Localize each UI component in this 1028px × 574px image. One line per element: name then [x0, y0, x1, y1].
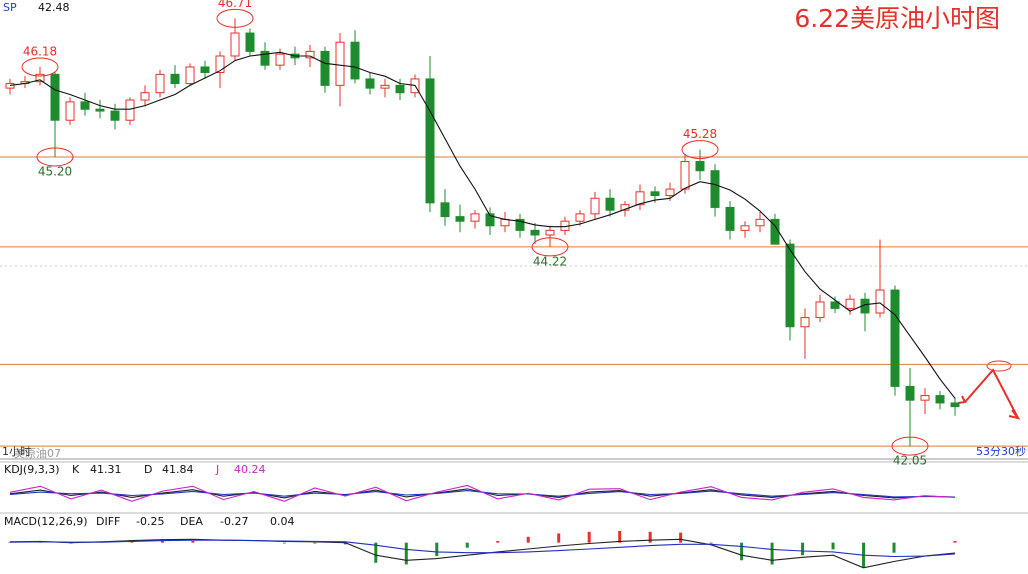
arrow-head — [1008, 409, 1021, 420]
candle-body — [935, 395, 945, 404]
period: 1小时 — [2, 445, 31, 458]
candle-body — [470, 213, 480, 222]
candle-body — [830, 301, 840, 309]
target-ellipse — [986, 360, 1012, 372]
legend-value: -0.27 — [220, 515, 248, 528]
legend-name: K — [72, 463, 80, 476]
candle-body — [635, 191, 645, 206]
contract: 美原油07 — [14, 446, 61, 460]
candle-body — [170, 73, 180, 85]
candle-body — [680, 161, 690, 190]
candle-body — [440, 202, 450, 218]
candle-body — [140, 92, 150, 101]
candle-body — [515, 218, 525, 231]
candle-body — [905, 385, 915, 401]
candle-body — [755, 218, 765, 227]
candle-body — [845, 298, 855, 309]
indicator-line — [9, 539, 956, 558]
candle-body — [200, 66, 210, 74]
candle-body — [695, 161, 705, 172]
indicator-title: MACD(12,26,9) — [4, 515, 88, 528]
candle-body — [395, 84, 405, 94]
candle-body — [365, 78, 375, 89]
legend-name: DIFF — [96, 515, 120, 528]
candle-body — [725, 206, 735, 231]
annotation-label: 42.05 — [893, 454, 927, 468]
candle-body — [125, 99, 135, 121]
legend-name: DEA — [180, 515, 203, 528]
candle-body — [110, 110, 120, 121]
candle-body — [665, 188, 675, 196]
annotation-ellipse — [216, 8, 254, 28]
candle-body — [650, 191, 660, 196]
legend-value: 0.04 — [270, 515, 295, 528]
candle-body — [605, 197, 615, 211]
candle-body — [590, 197, 600, 215]
annotation-label: 45.28 — [683, 127, 717, 141]
candle-body — [455, 216, 465, 222]
annotation-ellipse — [681, 140, 719, 160]
candle-body — [335, 41, 345, 86]
annotation-label: 44.22 — [533, 254, 567, 268]
candle-body — [875, 289, 885, 314]
candle-body — [155, 73, 165, 94]
annotation-label: 46.71 — [218, 0, 252, 10]
candle-body — [530, 229, 540, 236]
candle-body — [545, 229, 555, 236]
annotation-ellipse — [36, 147, 74, 167]
candle-body — [890, 289, 900, 387]
candle-body — [380, 84, 390, 89]
annotation-label: 46.18 — [23, 45, 57, 59]
legend-name: J — [215, 463, 219, 476]
candle-body — [65, 101, 75, 121]
candle-body — [5, 83, 15, 89]
annotation-ellipse — [21, 57, 59, 77]
candle-body — [950, 402, 960, 408]
indicator-line — [9, 484, 956, 502]
candle-body — [260, 50, 270, 66]
symbol: SP — [3, 1, 17, 14]
candle-body — [320, 50, 330, 86]
candle-body — [305, 50, 315, 59]
annotation-ellipse — [891, 436, 929, 456]
candle-body — [230, 32, 240, 57]
candle-body — [425, 78, 435, 204]
candle-body — [80, 101, 90, 110]
indicator-title: KDJ(9,3,3) — [4, 463, 60, 476]
legend-value: 41.84 — [162, 463, 194, 476]
candle-body — [95, 108, 105, 112]
arrow-head — [957, 395, 967, 404]
candle-body — [50, 73, 60, 121]
candle-body — [215, 55, 225, 74]
candle-body — [785, 243, 795, 328]
candle-body — [800, 317, 810, 328]
candle-body — [575, 213, 585, 222]
candle-body — [500, 218, 510, 227]
moving-average — [9, 51, 956, 399]
candle-body — [275, 53, 285, 66]
countdown: 53分30秒 — [976, 444, 1026, 458]
indicator-line — [9, 538, 956, 569]
legend-name: D — [144, 463, 152, 476]
candle-body — [35, 73, 45, 83]
annotation-label: 45.20 — [38, 164, 72, 178]
candle-body — [815, 301, 825, 319]
chart-title: 6.22美原油小时图 — [794, 4, 1000, 33]
last-price: 42.48 — [38, 1, 70, 14]
legend-value: 41.31 — [90, 463, 122, 476]
candle-body — [350, 41, 360, 80]
legend-value: 40.24 — [234, 463, 266, 476]
annotation-ellipse — [531, 237, 569, 257]
legend-value: -0.25 — [136, 515, 164, 528]
candle-body — [245, 32, 255, 52]
candle-body — [920, 395, 930, 401]
candle-body — [710, 170, 720, 208]
candle-body — [740, 225, 750, 231]
candle-body — [485, 213, 495, 227]
candle-body — [185, 66, 195, 85]
